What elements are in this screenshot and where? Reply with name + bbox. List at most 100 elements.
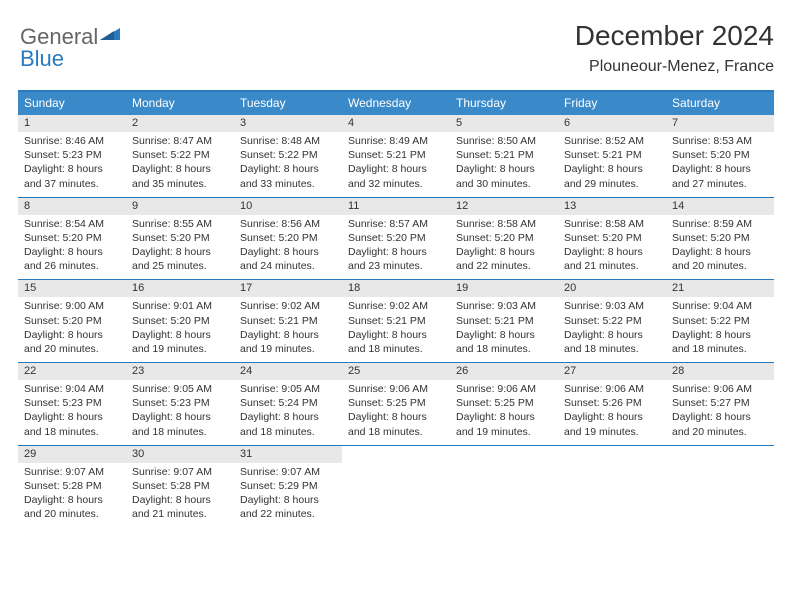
day1-text: Daylight: 8 hours xyxy=(126,328,234,342)
calendar-cell: 23 Sunrise: 9:05 AMSunset: 5:23 PMDayligh… xyxy=(126,363,234,445)
sunset-text: Sunset: 5:20 PM xyxy=(126,231,234,245)
day1-text: Daylight: 8 hours xyxy=(450,162,558,176)
day1-text: Daylight: 8 hours xyxy=(234,162,342,176)
day-number: 18 xyxy=(342,280,450,297)
sunrise-text: Sunrise: 9:03 AM xyxy=(558,299,666,313)
day-number: 20 xyxy=(558,280,666,297)
day-number: 22 xyxy=(18,363,126,380)
sunset-text: Sunset: 5:21 PM xyxy=(450,148,558,162)
sunset-text: Sunset: 5:27 PM xyxy=(666,396,774,410)
sunrise-text: Sunrise: 8:59 AM xyxy=(666,217,774,231)
sunset-text: Sunset: 5:20 PM xyxy=(18,231,126,245)
sunset-text: Sunset: 5:21 PM xyxy=(342,148,450,162)
sunset-text: Sunset: 5:20 PM xyxy=(18,314,126,328)
day1-text: Daylight: 8 hours xyxy=(234,245,342,259)
day2-text: and 22 minutes. xyxy=(234,507,342,521)
day1-text: Daylight: 8 hours xyxy=(666,328,774,342)
day-number: 26 xyxy=(450,363,558,380)
calendar-cell: 13Sunrise: 8:58 AMSunset: 5:20 PMDayligh… xyxy=(558,198,666,280)
day1-text: Daylight: 8 hours xyxy=(450,245,558,259)
calendar-cell: 2Sunrise: 8:47 AMSunset: 5:22 PMDaylight… xyxy=(126,115,234,197)
sunrise-text: Sunrise: 9:06 AM xyxy=(666,382,774,396)
day2-text: and 18 minutes. xyxy=(342,425,450,439)
day1-text: Daylight: 8 hours xyxy=(234,328,342,342)
day2-text: and 18 minutes. xyxy=(342,342,450,356)
sunset-text: Sunset: 5:22 PM xyxy=(234,148,342,162)
sunset-text: Sunset: 5:25 PM xyxy=(450,396,558,410)
sunset-text: Sunset: 5:20 PM xyxy=(666,231,774,245)
day2-text: and 18 minutes. xyxy=(558,342,666,356)
day2-text: and 29 minutes. xyxy=(558,177,666,191)
day1-text: Daylight: 8 hours xyxy=(558,328,666,342)
logo-triangle-icon xyxy=(100,26,120,40)
calendar-cell: 24Sunrise: 9:05 AMSunset: 5:24 PMDayligh… xyxy=(234,363,342,445)
day1-text: Daylight: 8 hours xyxy=(126,245,234,259)
calendar-cell: 16Sunrise: 9:01 AMSunset: 5:20 PMDayligh… xyxy=(126,280,234,362)
header: General December 2024 Plouneour-Menez, F… xyxy=(18,20,774,76)
sunset-text: Sunset: 5:22 PM xyxy=(666,314,774,328)
sunset-text: Sunset: 5:26 PM xyxy=(558,396,666,410)
day2-text: and 27 minutes. xyxy=(666,177,774,191)
day1-text: Daylight: 8 hours xyxy=(234,410,342,424)
day-number: 8 xyxy=(18,198,126,215)
day-number: 29 xyxy=(18,446,126,463)
sunrise-text: Sunrise: 8:56 AM xyxy=(234,217,342,231)
day-number: 14 xyxy=(666,198,774,215)
day-number: 25 xyxy=(342,363,450,380)
sunrise-text: Sunrise: 8:47 AM xyxy=(126,134,234,148)
sunset-text: Sunset: 5:28 PM xyxy=(18,479,126,493)
sunset-text: Sunset: 5:20 PM xyxy=(450,231,558,245)
calendar-cell: 30Sunrise: 9:07 AMSunset: 5:28 PMDayligh… xyxy=(126,446,234,528)
day1-text: Daylight: 8 hours xyxy=(126,162,234,176)
sunset-text: Sunset: 5:21 PM xyxy=(234,314,342,328)
calendar-cell: 21Sunrise: 9:04 AMSunset: 5:22 PMDayligh… xyxy=(666,280,774,362)
sunset-text: Sunset: 5:25 PM xyxy=(342,396,450,410)
day2-text: and 21 minutes. xyxy=(558,259,666,273)
day1-text: Daylight: 8 hours xyxy=(342,410,450,424)
day-number: 9 xyxy=(126,198,234,215)
day-header: Wednesday xyxy=(342,92,450,115)
day1-text: Daylight: 8 hours xyxy=(342,162,450,176)
day2-text: and 20 minutes. xyxy=(18,342,126,356)
calendar-cell: 29Sunrise: 9:07 AMSunset: 5:28 PMDayligh… xyxy=(18,446,126,528)
sunrise-text: Sunrise: 8:50 AM xyxy=(450,134,558,148)
calendar-cell: 9Sunrise: 8:55 AMSunset: 5:20 PMDaylight… xyxy=(126,198,234,280)
day2-text: and 18 minutes. xyxy=(126,425,234,439)
calendar-cell: 14Sunrise: 8:59 AMSunset: 5:20 PMDayligh… xyxy=(666,198,774,280)
day1-text: Daylight: 8 hours xyxy=(126,410,234,424)
calendar-cell: 4Sunrise: 8:49 AMSunset: 5:21 PMDaylight… xyxy=(342,115,450,197)
day2-text: and 25 minutes. xyxy=(126,259,234,273)
day1-text: Daylight: 8 hours xyxy=(558,410,666,424)
sunrise-text: Sunrise: 9:03 AM xyxy=(450,299,558,313)
day1-text: Daylight: 8 hours xyxy=(558,162,666,176)
sunset-text: Sunset: 5:21 PM xyxy=(450,314,558,328)
sunrise-text: Sunrise: 9:02 AM xyxy=(342,299,450,313)
day-number: 23 xyxy=(126,363,234,380)
day1-text: Daylight: 8 hours xyxy=(18,328,126,342)
day-number xyxy=(558,446,666,463)
day2-text: and 19 minutes. xyxy=(234,342,342,356)
sunrise-text: Sunrise: 9:05 AM xyxy=(126,382,234,396)
day2-text: and 33 minutes. xyxy=(234,177,342,191)
sunrise-text: Sunrise: 8:57 AM xyxy=(342,217,450,231)
calendar-cell: 17Sunrise: 9:02 AMSunset: 5:21 PMDayligh… xyxy=(234,280,342,362)
sunset-text: Sunset: 5:21 PM xyxy=(558,148,666,162)
page: General December 2024 Plouneour-Menez, F… xyxy=(0,0,792,537)
day2-text: and 18 minutes. xyxy=(450,342,558,356)
day2-text: and 23 minutes. xyxy=(342,259,450,273)
day-number: 16 xyxy=(126,280,234,297)
sunset-text: Sunset: 5:20 PM xyxy=(234,231,342,245)
day-number: 27 xyxy=(558,363,666,380)
day2-text: and 18 minutes. xyxy=(666,342,774,356)
title-block: December 2024 Plouneour-Menez, France xyxy=(575,20,774,76)
sunset-text: Sunset: 5:20 PM xyxy=(126,314,234,328)
calendar-header-row: Sunday Monday Tuesday Wednesday Thursday… xyxy=(18,92,774,115)
day-number xyxy=(342,446,450,463)
day-header: Monday xyxy=(126,92,234,115)
sunrise-text: Sunrise: 8:58 AM xyxy=(450,217,558,231)
calendar: Sunday Monday Tuesday Wednesday Thursday… xyxy=(18,90,774,527)
day1-text: Daylight: 8 hours xyxy=(450,410,558,424)
day-number xyxy=(666,446,774,463)
sunset-text: Sunset: 5:23 PM xyxy=(126,396,234,410)
sunset-text: Sunset: 5:20 PM xyxy=(342,231,450,245)
